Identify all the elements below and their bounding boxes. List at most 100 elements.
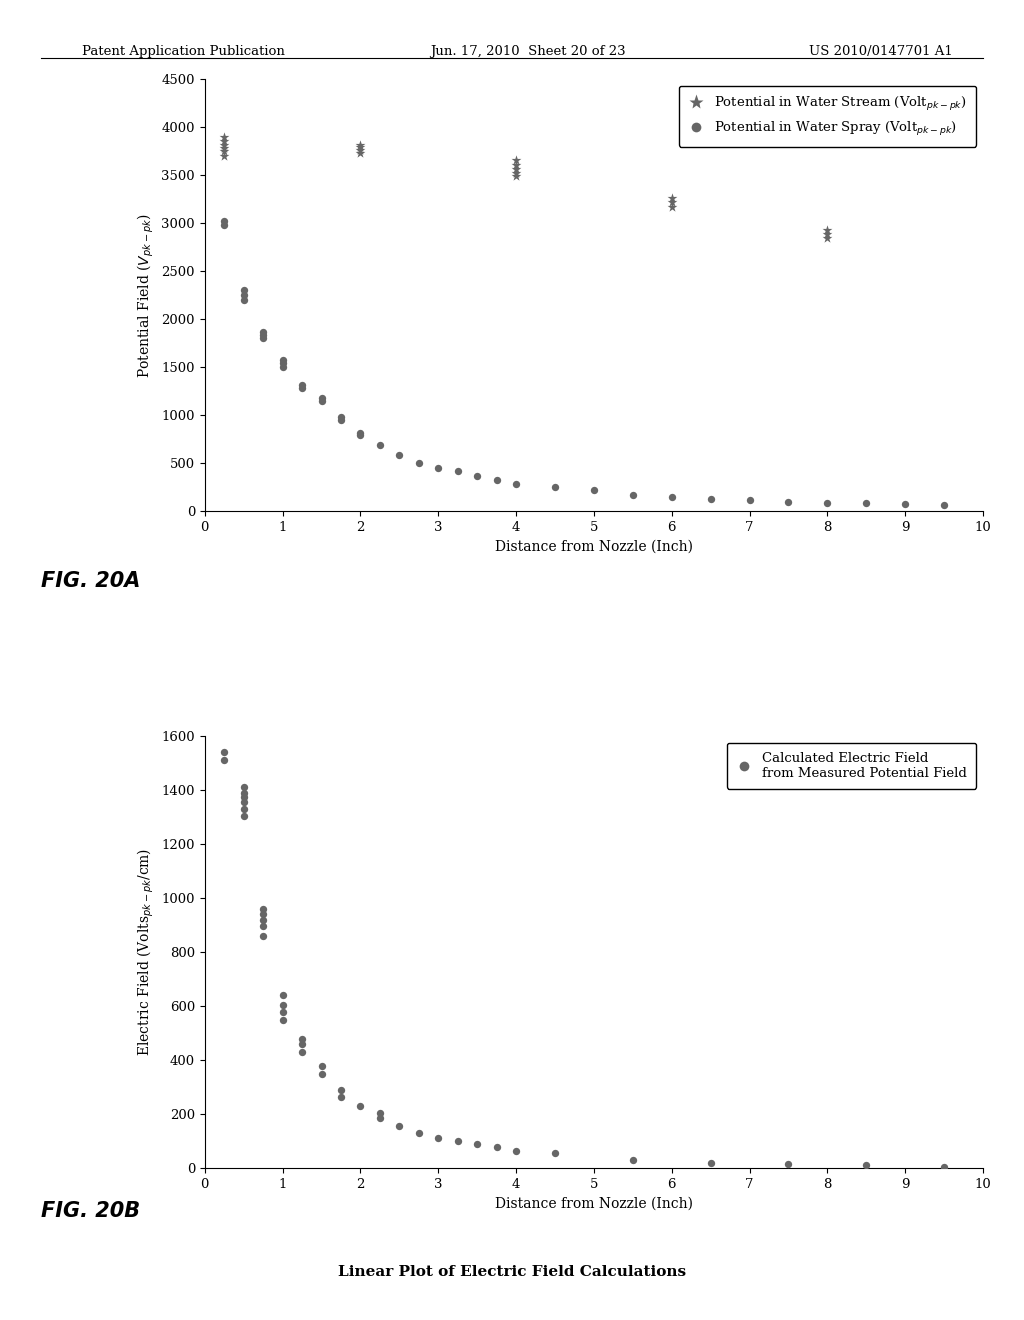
Point xyxy=(313,387,330,408)
Point xyxy=(508,158,524,180)
Point xyxy=(625,484,641,506)
Text: Patent Application Publication: Patent Application Publication xyxy=(82,45,285,58)
Point xyxy=(333,1080,349,1101)
Point xyxy=(352,140,369,161)
Point xyxy=(664,486,680,507)
Point xyxy=(547,477,563,498)
Point xyxy=(897,494,913,515)
Point xyxy=(313,391,330,412)
Point xyxy=(391,1115,408,1137)
Point xyxy=(255,909,271,931)
Point xyxy=(255,327,271,348)
Point xyxy=(352,425,369,446)
Point xyxy=(274,356,291,378)
Point xyxy=(352,137,369,158)
Point xyxy=(391,444,408,465)
Point xyxy=(216,145,232,166)
Point xyxy=(372,1107,388,1129)
Point xyxy=(274,348,291,370)
Point xyxy=(255,904,271,925)
Point xyxy=(352,422,369,444)
Point xyxy=(508,474,524,495)
Point xyxy=(255,325,271,346)
Point xyxy=(411,1122,427,1143)
Point xyxy=(236,799,252,820)
X-axis label: Distance from Nozzle (Inch): Distance from Nozzle (Inch) xyxy=(495,540,693,553)
Point xyxy=(819,223,836,244)
Point xyxy=(936,495,952,516)
Point xyxy=(741,490,758,511)
Point xyxy=(294,1028,310,1049)
Point xyxy=(333,409,349,430)
Point xyxy=(430,457,446,478)
Point xyxy=(430,1127,446,1148)
Point xyxy=(236,279,252,300)
Point xyxy=(858,492,874,513)
Legend: Calculated Electric Field
from Measured Potential Field: Calculated Electric Field from Measured … xyxy=(727,743,977,789)
Point xyxy=(333,1086,349,1107)
Text: US 2010/0147701 A1: US 2010/0147701 A1 xyxy=(809,45,952,58)
Point xyxy=(236,776,252,797)
Point xyxy=(216,137,232,158)
Point xyxy=(819,227,836,248)
Y-axis label: Potential Field ($V_{pk-pk}$): Potential Field ($V_{pk-pk}$) xyxy=(135,213,156,378)
Point xyxy=(255,925,271,946)
Point xyxy=(508,149,524,170)
Point xyxy=(780,1154,797,1175)
X-axis label: Distance from Nozzle (Inch): Distance from Nozzle (Inch) xyxy=(495,1196,693,1210)
Point xyxy=(216,742,232,763)
Point xyxy=(469,465,485,486)
Point xyxy=(294,1041,310,1063)
Point xyxy=(274,1001,291,1022)
Point xyxy=(216,750,232,771)
Point xyxy=(333,407,349,428)
Point xyxy=(508,165,524,186)
Point xyxy=(352,133,369,154)
Point xyxy=(236,783,252,804)
Point xyxy=(274,1008,291,1030)
Point xyxy=(508,1140,524,1162)
Point xyxy=(488,469,505,490)
Point xyxy=(819,492,836,513)
Point xyxy=(216,141,232,162)
Point xyxy=(508,154,524,176)
Point xyxy=(547,1143,563,1164)
Point xyxy=(372,434,388,455)
Point xyxy=(236,787,252,808)
Point xyxy=(450,461,466,482)
Point xyxy=(236,289,252,310)
Point xyxy=(508,162,524,183)
Point xyxy=(411,453,427,474)
Point xyxy=(780,491,797,512)
Point xyxy=(216,127,232,148)
Point xyxy=(216,215,232,236)
Point xyxy=(450,1131,466,1152)
Point xyxy=(664,187,680,209)
Point xyxy=(255,916,271,937)
Point xyxy=(255,321,271,342)
Text: Linear Plot of Electric Field Calculations: Linear Plot of Electric Field Calculatio… xyxy=(338,1265,686,1279)
Point xyxy=(216,131,232,152)
Point xyxy=(664,191,680,213)
Point xyxy=(236,792,252,813)
Point xyxy=(586,479,602,500)
Legend: Potential in Water Stream (Volt$_{pk-pk}$), Potential in Water Spray (Volt$_{pk-: Potential in Water Stream (Volt$_{pk-pk}… xyxy=(679,86,977,147)
Text: FIG. 20A: FIG. 20A xyxy=(41,570,140,591)
Point xyxy=(216,133,232,154)
Point xyxy=(236,285,252,306)
Point xyxy=(274,985,291,1006)
Point xyxy=(274,994,291,1015)
Point xyxy=(274,352,291,374)
Y-axis label: Electric Field (Volts$_{pk-pk}$/cm): Electric Field (Volts$_{pk-pk}$/cm) xyxy=(135,847,156,1056)
Point xyxy=(702,488,719,510)
Point xyxy=(352,143,369,164)
Point xyxy=(294,375,310,396)
Point xyxy=(858,1155,874,1176)
Point xyxy=(664,197,680,218)
Point xyxy=(313,1063,330,1084)
Point xyxy=(294,1034,310,1055)
Point xyxy=(352,1096,369,1117)
Point xyxy=(819,219,836,240)
Point xyxy=(488,1137,505,1158)
Point xyxy=(236,805,252,826)
